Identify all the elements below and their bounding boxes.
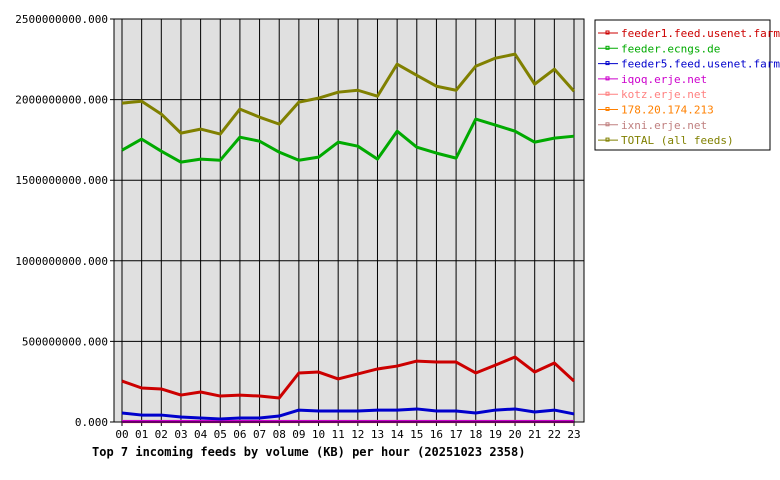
x-tick-label: 10 [312, 428, 325, 441]
x-tick-label: 16 [430, 428, 443, 441]
x-tick-label: 02 [155, 428, 168, 441]
y-tick-label: 1000000000.000 [15, 255, 108, 268]
x-tick-label: 18 [469, 428, 482, 441]
x-tick-label: 03 [174, 428, 187, 441]
legend-marker [605, 107, 610, 111]
x-tick-label: 01 [135, 428, 148, 441]
y-tick-label: 1500000000.000 [15, 174, 108, 187]
x-tick-label: 00 [115, 428, 128, 441]
x-tick-label: 15 [410, 428, 423, 441]
series-line-2 [121, 407, 575, 421]
y-tick-label: 0.000 [75, 416, 108, 429]
series-line-0 [121, 355, 576, 400]
x-tick-label: 06 [233, 428, 246, 441]
legend-marker [605, 137, 610, 142]
legend-label: TOTAL (all feeds) [621, 134, 734, 147]
legend-marker [605, 45, 610, 50]
legend-marker [605, 61, 610, 66]
x-tick-label: 08 [273, 428, 286, 441]
x-tick-label: 09 [292, 428, 305, 441]
legend-label: feeder5.feed.usenet.farm [621, 58, 780, 71]
legend-label: kotz.erje.net [621, 88, 707, 101]
x-tick-label: 14 [391, 428, 405, 441]
chart-title: Top 7 incoming feeds by volume (KB) per … [92, 445, 525, 459]
x-tick-label: 05 [214, 428, 227, 441]
x-tick-label: 21 [528, 428, 541, 441]
y-tick-label: 2000000000.000 [15, 94, 108, 107]
y-tick-label: 500000000.000 [22, 335, 108, 348]
legend-label: feeder1.feed.usenet.farm [621, 27, 780, 40]
legend-marker [605, 30, 610, 35]
x-tick-label: 12 [351, 428, 364, 441]
x-tick-label: 19 [489, 428, 502, 441]
x-tick-label: 20 [508, 428, 521, 441]
legend-label: ixni.erje.net [621, 119, 707, 132]
series-line-1 [121, 117, 575, 164]
x-tick-label: 07 [253, 428, 266, 441]
x-tick-label: 13 [371, 428, 384, 441]
legend: feeder1.feed.usenet.farm feeder.ecngs.de f… [594, 19, 780, 151]
y-tick-label: 2500000000.000 [15, 13, 108, 26]
x-tick-label: 04 [194, 428, 208, 441]
legend-marker [605, 76, 610, 81]
x-tick-label: 23 [567, 428, 580, 441]
legend-marker [605, 91, 610, 96]
legend-label: 178.20.174.213 [621, 104, 714, 117]
legend-label: iqoq.erje.net [621, 73, 707, 86]
legend-marker [605, 122, 610, 127]
legend-label: feeder.ecngs.de [621, 42, 720, 55]
plot-border [113, 18, 585, 423]
x-tick-label: 17 [449, 428, 462, 441]
x-tick-label: 11 [332, 428, 345, 441]
x-tick-label: 22 [548, 428, 561, 441]
plot-area [114, 19, 584, 422]
legend-box [594, 19, 771, 151]
series-line-7 [121, 52, 576, 136]
